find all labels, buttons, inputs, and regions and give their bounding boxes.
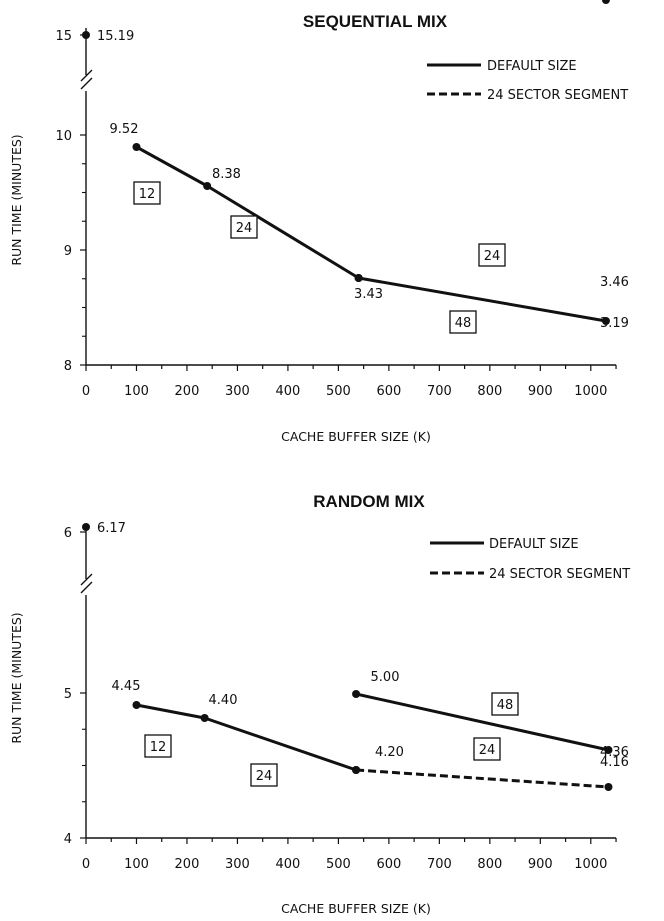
chart-2-data-point xyxy=(352,766,361,774)
chart-2-data-label: 4.16 xyxy=(600,755,629,770)
chart-1-annotation-box xyxy=(133,181,161,205)
chart-1-x-tick-label: 100 xyxy=(124,384,149,399)
chart-2-x-tick-label: 200 xyxy=(175,857,200,872)
chart-2-data-label: 4.45 xyxy=(112,679,141,694)
chart-2-x-tick-label: 1000 xyxy=(574,857,607,872)
chart-1-data-label: 8.38 xyxy=(212,167,241,182)
chart-2-x-tick-label: 600 xyxy=(376,857,401,872)
chart-1-data-label: 3.19 xyxy=(600,316,629,331)
chart-2-data-label: 5.00 xyxy=(371,670,400,685)
chart-2-annotation-box xyxy=(144,734,172,758)
chart-2-data-point xyxy=(604,783,613,791)
chart-1-series-line-1 xyxy=(135,145,607,323)
chart-2-y-tick-label: 5 xyxy=(64,687,72,702)
chart-2-x-tick-label: 500 xyxy=(326,857,351,872)
chart-2-x-tick-label: 300 xyxy=(225,857,250,872)
chart-2-data-point xyxy=(132,701,141,709)
chart-1-y-tick-label: 10 xyxy=(55,129,72,144)
chart-2-y-axis-break xyxy=(80,573,93,594)
chart-1-x-tick-label: 200 xyxy=(175,384,200,399)
chart-2-title: RANDOM MIX xyxy=(313,492,425,511)
chart-2-data-point xyxy=(200,714,209,722)
chart-1-data-label: 15.19 xyxy=(97,29,134,44)
chart-1-data-point xyxy=(203,182,212,190)
chart-1-annotation-box xyxy=(478,243,506,267)
chart-2-annotation-box xyxy=(491,692,519,716)
chart-2-annotation: 24 xyxy=(256,769,273,784)
chart-1-data-point xyxy=(132,143,141,151)
chart-1-data-label: 9.52 xyxy=(110,122,139,137)
chart-1-x-tick-label: 1000 xyxy=(574,384,607,399)
chart-2-series-line-2 xyxy=(355,692,609,752)
chart-2-x-axis-title: CACHE BUFFER SIZE (K) xyxy=(281,901,431,916)
chart-2-x-tick-label: 800 xyxy=(477,857,502,872)
chart-1-legend-label: DEFAULT SIZE xyxy=(487,59,577,74)
chart-1-y-axis-title: RUN TIME (MINUTES) xyxy=(9,134,24,265)
chart-1-data-point xyxy=(601,0,610,4)
chart-2-data-label: 4.36 xyxy=(600,745,629,760)
chart-2-annotation-box xyxy=(250,763,278,787)
chart-1-annotation: 48 xyxy=(455,316,472,331)
chart-1-data-point xyxy=(354,274,363,282)
chart-2-y-tick-label: 4 xyxy=(64,832,72,847)
chart-1-data-point xyxy=(82,31,90,39)
chart-1-annotation: 12 xyxy=(139,187,156,202)
chart-1-legend-label: 24 SECTOR SEGMENT xyxy=(487,88,628,103)
chart-2-legend-label: DEFAULT SIZE xyxy=(489,537,579,552)
chart-2-data-label: 6.17 xyxy=(97,521,126,536)
chart-1-annotation: 24 xyxy=(484,249,501,264)
chart-2-data-point xyxy=(352,690,361,698)
chart-2-series-line-3 xyxy=(355,768,609,789)
chart-2-x-tick-label: 400 xyxy=(276,857,301,872)
chart-1-x-axis-title: CACHE BUFFER SIZE (K) xyxy=(281,429,431,444)
chart-2-annotation: 12 xyxy=(150,740,167,755)
chart-1-x-tick-label: 500 xyxy=(326,384,351,399)
chart-1-data-label: 3.43 xyxy=(354,287,383,302)
chart-1-annotation-box xyxy=(230,215,258,239)
chart-2-x-tick-label: 900 xyxy=(528,857,553,872)
chart-1-data-point xyxy=(601,317,610,325)
chart-2-x-tick-label: 700 xyxy=(427,857,452,872)
chart-1-x-tick-label: 600 xyxy=(376,384,401,399)
chart-1-x-tick-label: 0 xyxy=(82,384,90,399)
chart-1-y-axis-break xyxy=(80,69,93,90)
chart-2-data-point xyxy=(82,523,90,531)
chart-1-y-tick-label: 15 xyxy=(55,29,72,44)
chart-1-annotation-box xyxy=(449,310,477,334)
chart-1-annotation: 24 xyxy=(236,221,253,236)
chart-2-x-tick-label: 0 xyxy=(82,857,90,872)
chart-1-x-tick-label: 700 xyxy=(427,384,452,399)
chart-2-data-label: 4.40 xyxy=(209,693,238,708)
chart-2-y-tick-label: 6 xyxy=(64,526,72,541)
chart-2-y-axis-title: RUN TIME (MINUTES) xyxy=(9,612,24,743)
chart-2-annotation-box xyxy=(473,737,501,761)
chart-1-y-tick-label: 8 xyxy=(64,359,72,374)
chart-2-data-label: 4.20 xyxy=(375,745,404,760)
chart-1-x-tick-label: 300 xyxy=(225,384,250,399)
chart-2-x-tick-label: 100 xyxy=(124,857,149,872)
chart-2-data-point xyxy=(604,746,613,754)
chart-1-x-tick-label: 800 xyxy=(477,384,502,399)
chart-1-data-label: 3.46 xyxy=(600,275,629,290)
chart-1-x-tick-label: 900 xyxy=(528,384,553,399)
chart-2-annotation: 48 xyxy=(497,698,514,713)
chart-1-y-tick-label: 9 xyxy=(64,244,72,259)
chart-1-title: SEQUENTIAL MIX xyxy=(303,12,448,31)
chart-2-legend-label: 24 SECTOR SEGMENT xyxy=(489,567,630,582)
chart-1-x-tick-label: 400 xyxy=(276,384,301,399)
chart-2-annotation: 24 xyxy=(479,743,496,758)
